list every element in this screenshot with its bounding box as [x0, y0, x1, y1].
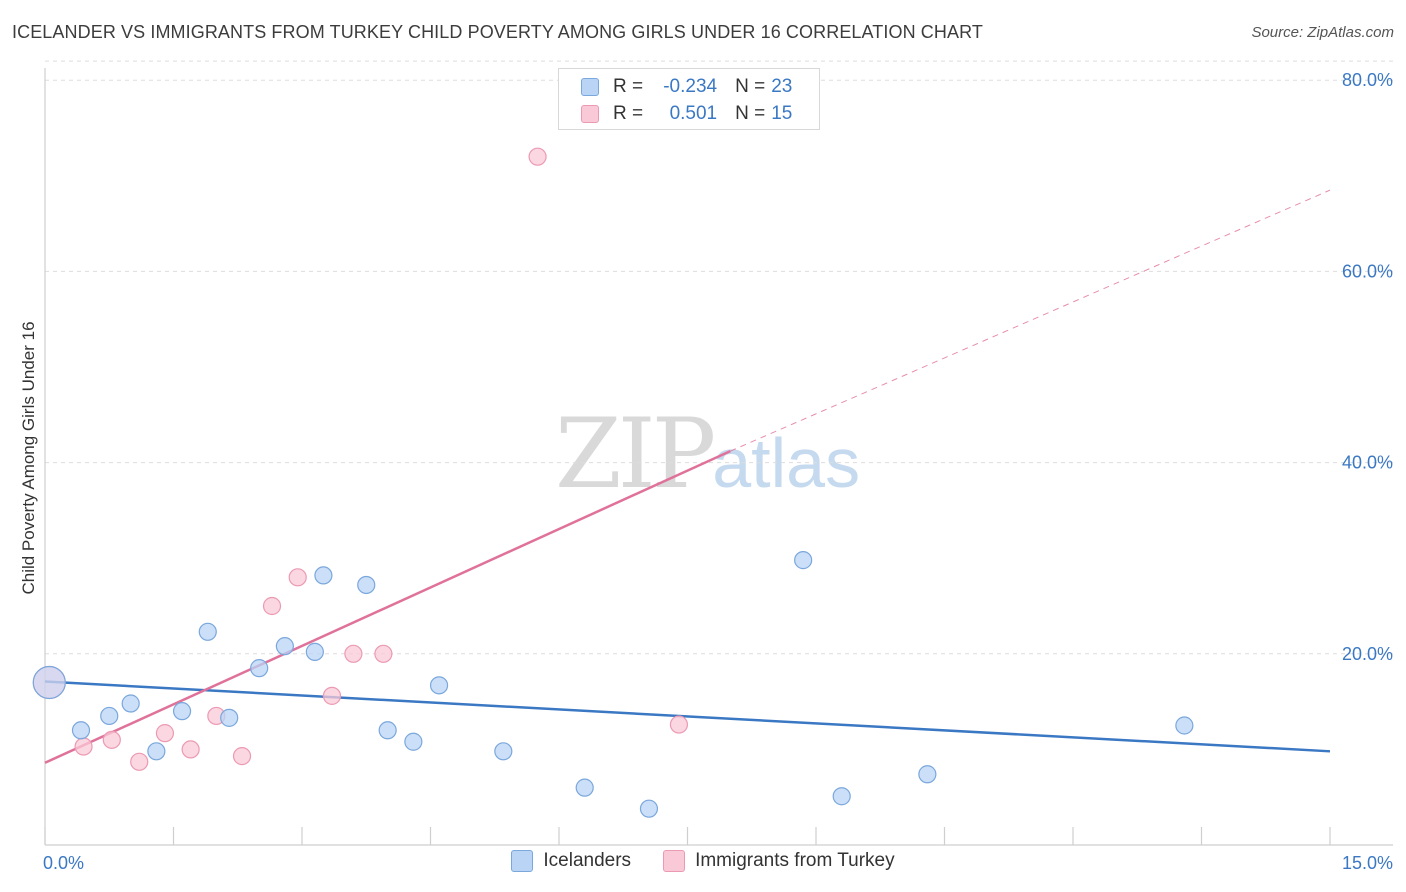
chart-title: ICELANDER VS IMMIGRANTS FROM TURKEY CHIL…	[12, 22, 983, 42]
point-icelanders	[494, 742, 513, 761]
y-axis-title: Child Poverty Among Girls Under 16	[19, 321, 38, 594]
point-turkey	[181, 740, 200, 759]
point-turkey	[130, 752, 149, 771]
legend-swatch-blue	[511, 850, 534, 872]
point-icelanders	[32, 665, 66, 700]
legend-r-value: 0.501	[669, 103, 718, 124]
y-tick-label: 60.0%	[1342, 261, 1393, 281]
x-tick-label-max: 15.0%	[1342, 853, 1393, 873]
point-icelanders	[220, 708, 239, 727]
legend-row-icelanders: R = -0.234 N = 23	[581, 75, 792, 99]
y-tick-label: 40.0%	[1342, 453, 1393, 473]
point-icelanders	[275, 637, 294, 656]
legend-item-turkey: Immigrants from Turkey	[663, 850, 895, 872]
data-points	[32, 147, 1194, 818]
point-turkey	[528, 147, 547, 166]
legend-n-label: N =	[735, 76, 766, 97]
trend-lines	[44, 189, 1331, 764]
point-icelanders	[305, 642, 324, 661]
point-icelanders	[429, 676, 449, 695]
point-turkey	[669, 715, 689, 734]
legend-n-value: 15	[771, 103, 793, 124]
point-icelanders	[794, 551, 813, 570]
point-icelanders	[71, 721, 91, 740]
legend-swatch-pink	[581, 105, 599, 123]
point-icelanders	[639, 799, 659, 818]
y-tick-label: 80.0%	[1342, 70, 1393, 90]
legend-label-turkey: Immigrants from Turkey	[695, 850, 895, 871]
point-icelanders	[404, 732, 423, 751]
point-icelanders	[100, 706, 119, 726]
legend-n-value: 23	[771, 76, 793, 97]
trend-line-turkey-extension	[730, 189, 1331, 452]
legend-item-icelanders: Icelanders	[511, 850, 631, 872]
point-turkey	[102, 730, 121, 749]
point-turkey	[74, 737, 93, 756]
point-turkey	[344, 644, 363, 663]
legend-swatch-pink	[663, 850, 686, 872]
x-tick-label-min: 0.0%	[43, 853, 84, 873]
trend-line-turkey	[44, 449, 731, 764]
legend-swatch-blue	[581, 78, 599, 96]
point-turkey	[374, 644, 393, 663]
point-turkey	[262, 596, 282, 616]
point-turkey	[288, 568, 307, 587]
point-icelanders	[121, 694, 140, 713]
legend-row-turkey: R = 0.501 N = 15	[581, 102, 792, 126]
point-icelanders	[147, 742, 166, 761]
point-icelanders	[918, 765, 937, 784]
point-icelanders	[198, 622, 217, 641]
point-turkey	[232, 746, 252, 766]
y-tick-label: 20.0%	[1342, 644, 1393, 664]
correlation-legend: R = -0.234 N = 23 R = 0.501 N = 15	[558, 68, 820, 130]
point-icelanders	[378, 721, 397, 740]
legend-r-label: R =	[613, 103, 644, 124]
source-credit: Source: ZipAtlas.com	[1251, 24, 1394, 41]
point-icelanders	[172, 702, 192, 721]
legend-n-label: N =	[735, 103, 766, 124]
axes	[44, 68, 1393, 846]
series-legend: Icelanders Immigrants from Turkey	[0, 850, 1406, 872]
point-turkey	[155, 724, 175, 743]
trend-line-icelanders	[44, 680, 1331, 753]
point-icelanders	[832, 787, 851, 806]
point-icelanders	[250, 659, 269, 678]
point-icelanders	[314, 566, 333, 585]
point-icelanders	[1175, 716, 1194, 735]
gridlines	[45, 60, 1393, 655]
point-icelanders	[575, 778, 594, 797]
legend-r-label: R =	[613, 76, 644, 97]
legend-label-icelanders: Icelanders	[543, 850, 632, 871]
tick-labels: 20.0% 40.0% 60.0% 80.0% 0.0% 15.0% Child Pover…	[19, 70, 1393, 873]
point-icelanders	[357, 575, 376, 595]
point-turkey	[322, 686, 342, 705]
legend-r-value: -0.234	[663, 76, 718, 97]
